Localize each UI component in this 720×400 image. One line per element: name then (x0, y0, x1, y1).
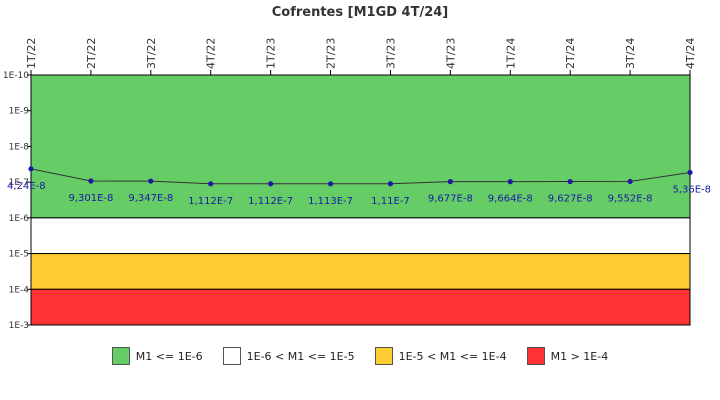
x-tick-label: 1T/24 (504, 38, 517, 69)
data-label: 4,24E-8 (7, 181, 46, 192)
legend-swatch (222, 347, 241, 365)
data-label: 1,11E-7 (371, 196, 410, 207)
data-point (208, 181, 214, 187)
legend-item: M1 > 1E-4 (526, 347, 609, 365)
data-label: 9,347E-8 (128, 193, 173, 204)
y-tick-label: 1E-8 (9, 142, 30, 152)
legend-swatch (526, 347, 545, 365)
data-label: 9,301E-8 (68, 193, 113, 204)
data-label: 1,112E-7 (248, 196, 293, 207)
legend-item: M1 <= 1E-6 (111, 347, 203, 365)
band-0 (30, 74, 691, 219)
data-point (567, 178, 573, 185)
data-point (387, 181, 394, 187)
legend: M1 <= 1E-6 1E-6 < M1 <= 1E-5 1E-5 < M1 <= … (0, 344, 720, 368)
x-tick-label: 1T/22 (25, 38, 38, 69)
y-tick-label: 1E-5 (9, 250, 29, 260)
x-tick-label: 3T/23 (384, 38, 397, 69)
legend-label: 1E-6 < M1 <= 1E-5 (246, 349, 355, 363)
data-point (88, 178, 94, 184)
data-point (627, 178, 633, 185)
risk-bands (30, 74, 691, 326)
data-label: 9,677E-8 (428, 194, 473, 205)
band-2 (30, 253, 691, 290)
band-3 (30, 288, 691, 326)
data-point (327, 181, 334, 187)
y-tick-label: 1E-4 (9, 285, 30, 295)
x-tick-label: 2T/24 (564, 38, 577, 69)
data-labels: 4,24E-8 9,301E-8 9,347E-8 1,112E-7 1,112E-7 1… (7, 181, 711, 207)
legend-swatch (111, 347, 130, 365)
y-tick-label: 1E-10 (3, 71, 29, 81)
legend-item: 1E-6 < M1 <= 1E-5 (222, 347, 355, 365)
x-tick-label: 2T/22 (85, 38, 98, 69)
y-tick-label: 1E-9 (9, 107, 30, 117)
legend-label: M1 > 1E-4 (550, 349, 609, 363)
legend-swatch (374, 347, 393, 365)
data-series (28, 166, 693, 187)
x-tick-label: 4T/24 (684, 38, 697, 69)
data-label: 1,113E-7 (308, 196, 353, 207)
legend-item: 1E-5 < M1 <= 1E-4 (374, 347, 507, 365)
x-tick-label: 3T/24 (624, 38, 637, 69)
legend-label: 1E-5 < M1 <= 1E-4 (398, 349, 507, 363)
y-tick-label: 1E-6 (9, 214, 30, 224)
data-point (148, 178, 154, 184)
data-point (447, 179, 453, 185)
legend-label: M1 <= 1E-6 (135, 349, 203, 363)
data-label: 5,36E-8 (672, 184, 711, 195)
data-point (268, 181, 274, 187)
x-tick-label: 4T/23 (444, 38, 457, 69)
data-point (28, 166, 34, 172)
y-tick-label: 1E-3 (9, 321, 29, 331)
x-tick-label: 4T/22 (205, 38, 218, 69)
data-point (507, 179, 513, 185)
data-label: 1,112E-7 (188, 196, 233, 207)
axes: 1E-10 1E-9 1E-8 1E-7 1E-6 1E-5 1E-4 1E-3 1T/22 2T… (3, 38, 697, 331)
chart-title: Cofrentes [M1GD 4T/24] (272, 5, 449, 20)
series-line (30, 168, 691, 185)
data-label: 9,552E-8 (608, 193, 653, 204)
x-tick-label: 1T/23 (265, 38, 278, 69)
x-tick-label: 3T/22 (145, 38, 158, 69)
data-label: 9,664E-8 (488, 194, 533, 205)
y-tick-label: 1E-7 (9, 178, 29, 188)
data-point (687, 169, 693, 176)
x-tick-label: 2T/23 (325, 38, 338, 69)
data-label: 9,627E-8 (548, 194, 593, 205)
band-1 (30, 217, 691, 255)
